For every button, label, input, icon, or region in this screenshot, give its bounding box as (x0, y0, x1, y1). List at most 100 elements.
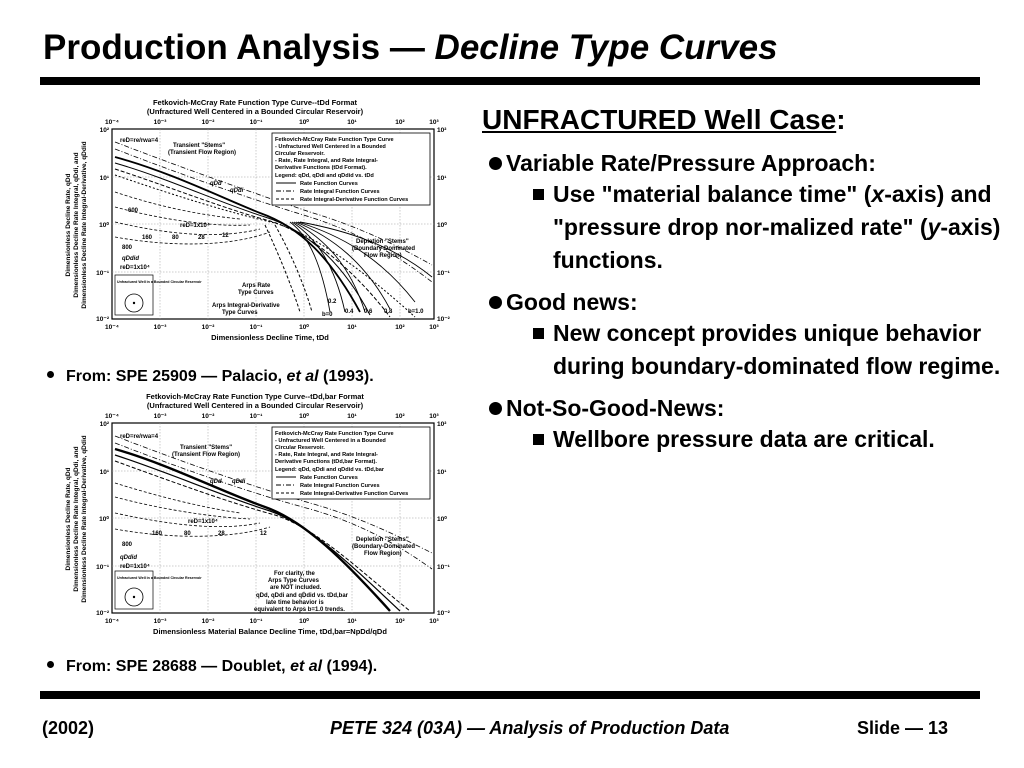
svg-text:10⁻³: 10⁻³ (154, 324, 168, 331)
source-1-bullet (47, 371, 54, 379)
svg-text:10⁻²: 10⁻² (96, 610, 110, 617)
figure-2-bottom-ticks: 10⁻⁴ 10⁻³ 10⁻² 10⁻¹ 10⁰ 10¹ 10² 10³ (105, 617, 439, 625)
figure-2-top-ticks: 10⁻⁴ 10⁻³ 10⁻² 10⁻¹ 10⁰ 10¹ 10² 10³ (105, 412, 439, 420)
svg-text:10⁻⁴: 10⁻⁴ (105, 413, 119, 420)
figure-2-well-circle (124, 587, 144, 607)
svg-text:reD=re/rwa=4: reD=re/rwa=4 (120, 138, 159, 144)
svg-text:reD=1x10⁴: reD=1x10⁴ (188, 519, 218, 525)
svg-text:- Unfractured Well Centered in: - Unfractured Well Centered in a Bounded (275, 438, 386, 444)
svg-text:Rate Integral-Derivative Funct: Rate Integral-Derivative Function Curves (300, 197, 408, 203)
svg-text:Type Curves: Type Curves (238, 290, 274, 296)
svg-text:80: 80 (172, 235, 179, 241)
svg-text:Arps Rate: Arps Rate (242, 283, 271, 289)
svg-text:Legend: qDd, qDdi and qDdid vs: Legend: qDd, qDdi and qDdid vs. tDd (275, 173, 374, 179)
sub-bullet-wellbore-pressure: Wellbore pressure data are critical. (532, 423, 1002, 456)
sub-bullet-new-concept: New concept provides unique behavior dur… (532, 317, 1002, 383)
svg-text:Flow Region): Flow Region) (364, 551, 402, 557)
svg-text:0.4: 0.4 (345, 309, 354, 315)
svg-text:0.2: 0.2 (328, 299, 337, 305)
figure-1-legend-box (271, 132, 431, 206)
svg-text:10²: 10² (395, 119, 405, 126)
svg-text:- Rate, Rate Integral, and Rat: - Rate, Rate Integral, and Rate Integral… (275, 158, 378, 164)
svg-text:10¹: 10¹ (347, 324, 356, 331)
svg-text:10⁻³: 10⁻³ (154, 618, 168, 625)
svg-text:Dimensionless Decline Rate Int: Dimensionless Decline Rate Integral, qDd… (73, 446, 80, 591)
svg-text:12: 12 (260, 531, 267, 537)
svg-text:For clarity, the: For clarity, the (274, 571, 316, 577)
svg-text:10⁰: 10⁰ (437, 221, 447, 229)
svg-text:10¹: 10¹ (437, 175, 446, 182)
svg-text:10⁻³: 10⁻³ (154, 119, 168, 126)
svg-text:10³: 10³ (429, 119, 439, 126)
svg-text:Dimensionless Decline Rate Int: Dimensionless Decline Rate Integral-Deri… (81, 435, 88, 602)
svg-text:Circular Reservoir.: Circular Reservoir. (275, 445, 325, 451)
svg-text:12: 12 (222, 233, 229, 239)
svg-text:Legend: qDd, qDdi and qDdid vs: Legend: qDd, qDdi and qDdid vs. tDd,bar (275, 467, 385, 473)
svg-text:Arps Type Curves: Arps Type Curves (268, 578, 320, 584)
figure-1-annotations: reD=re/rwa=4 Transient "Stems" (Transien… (120, 138, 424, 318)
svg-text:Rate Integral Function Curves: Rate Integral Function Curves (300, 483, 380, 489)
svg-text:Transient "Stems": Transient "Stems" (173, 143, 225, 149)
svg-text:10⁻⁴: 10⁻⁴ (105, 324, 119, 331)
svg-text:Rate Function Curves: Rate Function Curves (300, 475, 358, 481)
round-bullet-icon (489, 402, 502, 415)
figure-2-well-box (114, 570, 154, 610)
svg-text:800: 800 (122, 245, 133, 251)
svg-text:Depletion "Stems": Depletion "Stems" (356, 239, 409, 245)
svg-text:10³: 10³ (429, 413, 439, 420)
figure-1-subtitle: (Unfractured Well Centered in a Bounded … (147, 107, 364, 116)
svg-text:qDdi: qDdi (230, 188, 244, 194)
figure-2-x-label: Dimensionless Material Balance Decline T… (153, 627, 387, 636)
square-bullet-icon (533, 328, 544, 339)
svg-text:10⁻¹: 10⁻¹ (96, 564, 109, 571)
svg-text:10⁻²: 10⁻² (437, 316, 451, 323)
svg-text:10³: 10³ (429, 618, 439, 625)
svg-text:10⁰: 10⁰ (299, 323, 309, 331)
svg-text:Arps Integral-Derivative: Arps Integral-Derivative (212, 303, 280, 309)
svg-text:10⁻²: 10⁻² (202, 119, 216, 126)
svg-text:Derivative Functions (tDd Form: Derivative Functions (tDd Format). (275, 165, 367, 171)
svg-text:10¹: 10¹ (100, 175, 109, 182)
source-1: From: SPE 25909 — Palacio, et al (1993). (47, 368, 374, 386)
svg-text:10⁻¹: 10⁻¹ (250, 324, 263, 331)
bottom-rule (40, 691, 980, 699)
svg-text:Dimensionless Decline Rate Int: Dimensionless Decline Rate Integral, qDd… (73, 152, 80, 297)
svg-text:10¹: 10¹ (437, 469, 446, 476)
figure-1-title: Fetkovich-McCray Rate Function Type Curv… (153, 98, 358, 107)
svg-text:10¹: 10¹ (347, 413, 356, 420)
svg-text:Fetkovich-McCray Rate Function: Fetkovich-McCray Rate Function Type Curv… (275, 137, 394, 143)
svg-text:10⁻¹: 10⁻¹ (437, 564, 450, 571)
svg-text:(Boundary-Dominated: (Boundary-Dominated (352, 246, 415, 252)
svg-text:Type Curves: Type Curves (222, 310, 258, 316)
footer-slide-number: Slide — 13 (857, 718, 949, 738)
svg-text:b=0: b=0 (322, 312, 333, 318)
svg-text:Dimensionless Decline Rate Int: Dimensionless Decline Rate Integral-Deri… (81, 141, 88, 308)
svg-text:160: 160 (152, 531, 163, 537)
svg-text:28: 28 (198, 235, 205, 241)
svg-text:reD=re/rwa=4: reD=re/rwa=4 (120, 434, 159, 440)
svg-text:10⁻⁴: 10⁻⁴ (105, 119, 119, 126)
figure-1-right-ticks: 10² 10¹ 10⁰ 10⁻¹ 10⁻² (437, 127, 451, 323)
svg-text:qDdi: qDdi (232, 479, 246, 485)
svg-text:reD=1x10⁴: reD=1x10⁴ (180, 223, 210, 229)
svg-text:80: 80 (184, 531, 191, 537)
svg-text:10³: 10³ (429, 324, 439, 331)
svg-text:Transient "Stems": Transient "Stems" (180, 445, 232, 451)
svg-text:qDd, qDdi and qDdid vs. tDd,ba: qDd, qDdi and qDdid vs. tDd,bar (256, 593, 349, 599)
svg-text:10²: 10² (395, 324, 405, 331)
figure-1-y-label: Dimensionless Decline Rate, qDd Dimensio… (65, 141, 88, 308)
svg-text:b=1.0: b=1.0 (408, 309, 424, 315)
page-title: Production Analysis — Decline Type Curve… (43, 28, 778, 67)
round-bullet-icon (489, 157, 502, 170)
round-bullet-icon (489, 296, 502, 309)
footer-course: PETE 324 (03A) — Analysis of Production … (330, 718, 730, 738)
svg-text:Rate Integral Function Curves: Rate Integral Function Curves (300, 189, 380, 195)
svg-text:reD=1x10⁴: reD=1x10⁴ (120, 564, 150, 570)
svg-text:10⁻¹: 10⁻¹ (250, 119, 263, 126)
svg-text:Dimensionless Decline Rate, qD: Dimensionless Decline Rate, qDd (65, 468, 72, 571)
bullet-good-news: Good news: (482, 289, 1002, 316)
figure-2-legend-box (271, 426, 431, 500)
right-column: UNFRACTURED Well Case: Variable Rate/Pre… (482, 104, 1002, 456)
svg-text:Fetkovich-McCray Rate Function: Fetkovich-McCray Rate Function Type Curv… (275, 431, 394, 437)
svg-text:10⁰: 10⁰ (99, 221, 109, 229)
